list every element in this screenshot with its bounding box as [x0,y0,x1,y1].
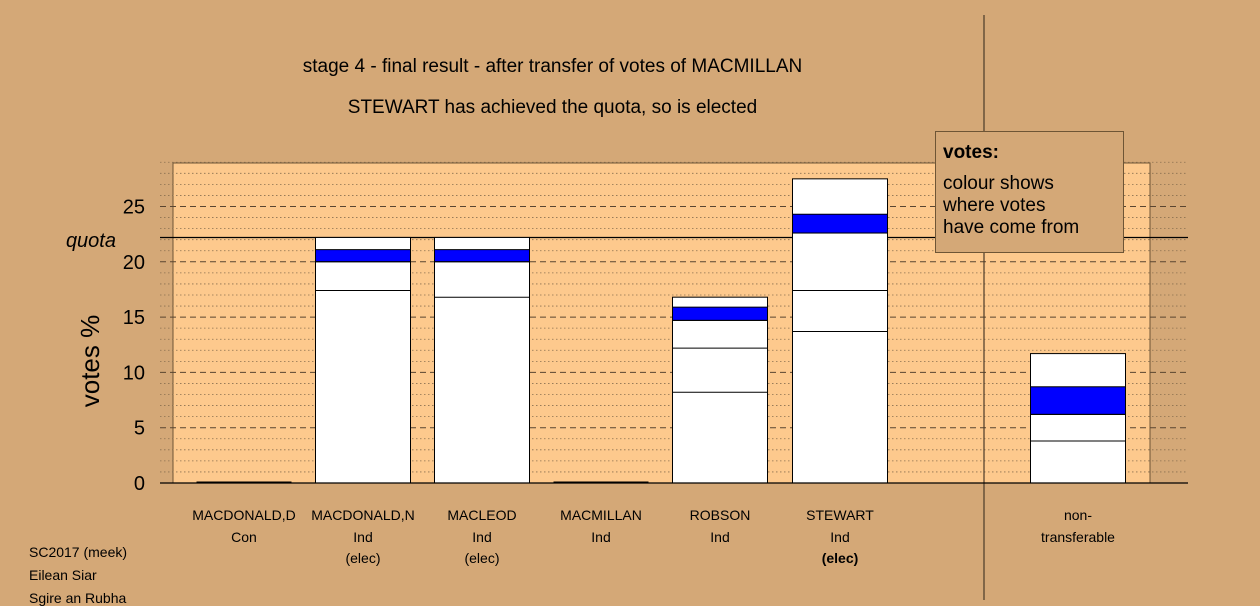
legend-title: votes: [943,142,999,163]
transferred-segment [315,249,411,263]
legend-line: where votes [943,195,1046,216]
legend-line: colour shows [943,173,1054,194]
legend: votes: colour shows where votes have com… [935,131,1124,253]
bar [315,236,411,484]
y-tick-label: 5 [134,418,145,440]
x-axis-labels: MACDONALD,D Con MACDONALD,N Ind (elec) MACLEO… [192,507,1115,566]
candidate-name: MACDONALD,N [311,507,414,523]
candidate-party: transferable [1041,529,1115,545]
footer-line: Sgire an Rubha [29,590,127,606]
candidate-name: STEWART [806,507,874,523]
transferred-segment [1030,386,1126,415]
candidate-party: Con [231,529,257,545]
candidate-status: (elec) [464,550,499,566]
candidate-name: MACDONALD,D [192,507,295,523]
y-tick-label: 0 [134,473,145,495]
transferred-segment [672,306,768,321]
candidate-party: Ind [830,529,849,545]
candidate-party: Ind [472,529,491,545]
candidate-name: MACLEOD [447,507,516,523]
candidate-name: non- [1064,507,1092,523]
footer-line: SC2017 (meek) [29,544,128,560]
candidate-status: (elec) [345,550,380,566]
transferred-segment [434,249,530,263]
y-tick-label: 15 [123,307,145,329]
candidate-name: MACMILLAN [560,507,642,523]
y-axis-label: votes % [75,315,105,408]
candidate-party: Ind [591,529,610,545]
y-axis: 0 5 10 15 20 25 [123,197,145,496]
transferred-segment [792,213,888,234]
quota-label: quota [66,230,116,252]
y-tick-label: 25 [123,197,145,219]
bars [196,178,1126,484]
chart-subtitle: STEWART has achieved the quota, so is el… [347,97,758,118]
bar [1030,353,1126,484]
legend-line: have come from [943,217,1080,238]
candidate-party: Ind [710,529,729,545]
y-tick-label: 20 [123,252,145,274]
candidate-status: (elec) [822,550,859,566]
footer-line: Eilean Siar [29,567,97,583]
bar [672,296,768,484]
candidate-name: ROBSON [690,507,751,523]
bar [434,236,530,484]
chart-title: stage 4 - final result - after transfer … [302,56,803,77]
y-tick-label: 10 [123,362,145,384]
candidate-party: Ind [353,529,372,545]
